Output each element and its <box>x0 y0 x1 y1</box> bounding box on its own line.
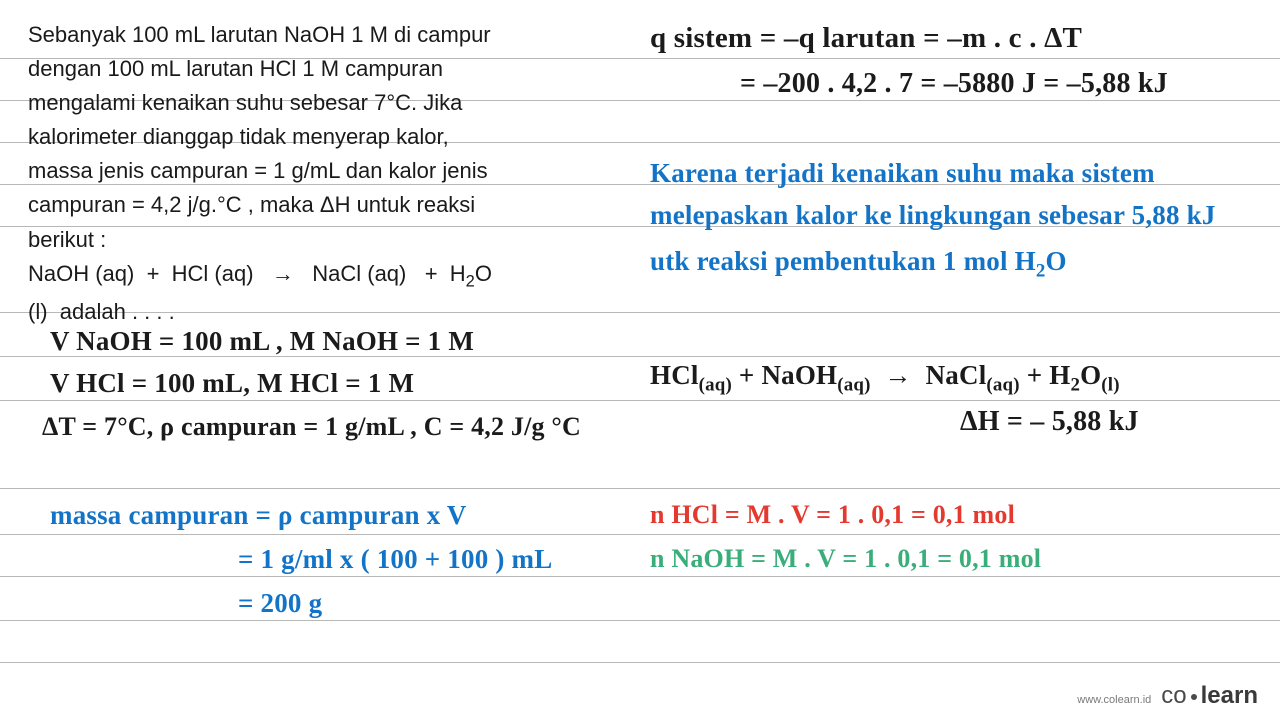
reaction-delta-h: ΔH = – 5,88 kJ <box>960 406 1139 438</box>
problem-line: kalorimeter dianggap tidak menyerap kalo… <box>28 124 449 149</box>
brand-dot-icon <box>1191 694 1197 700</box>
watermark-url: www.colearn.id <box>1077 694 1151 706</box>
problem-line: campuran = 4,2 j/g.°C , maka ΔH untuk re… <box>28 192 475 217</box>
problem-line: mengalami kenaikan suhu sebesar 7°C. Jik… <box>28 90 462 115</box>
explanation-line-1: Karena terjadi kenaikan suhu maka sistem <box>650 158 1260 189</box>
explanation-line-2: melepaskan kalor ke lingkungan sebesar 5… <box>650 200 1270 231</box>
mass-calc-line-2: = 1 g/ml x ( 100 + 100 ) mL <box>238 544 552 575</box>
watermark: www.colearn.id colearn <box>1077 682 1258 710</box>
brand-part-a: co <box>1161 682 1186 709</box>
mol-naoh: n NaOH = M . V = 1 . 0,1 = 0,1 mol <box>650 544 1041 574</box>
given-line-1: V NaOH = 100 mL , M NaOH = 1 M <box>50 326 474 357</box>
given-line-3: ΔT = 7°C, ρ campuran = 1 g/mL , C = 4,2 … <box>42 412 581 442</box>
problem-line: berikut : <box>28 227 106 252</box>
problem-equation: NaOH (aq) + HCl (aq) → NaCl (aq) + H2O(l… <box>28 261 492 324</box>
problem-statement: Sebanyak 100 mL larutan NaOH 1 M di camp… <box>28 18 588 329</box>
problem-line: dengan 100 mL larutan HCl 1 M campuran <box>28 56 443 81</box>
problem-line: Sebanyak 100 mL larutan NaOH 1 M di camp… <box>28 22 491 47</box>
explanation-line-3: utk reaksi pembentukan 1 mol H2O <box>650 246 1067 282</box>
reaction-equation: HCl(aq) + NaOH(aq) → NaCl(aq) + H2O(l) <box>650 360 1120 396</box>
q-sistem-line-2: = –200 . 4,2 . 7 = –5880 J = –5,88 kJ <box>740 68 1168 100</box>
given-line-2: V HCl = 100 mL, M HCl = 1 M <box>50 368 414 399</box>
mass-calc-line-3: = 200 g <box>238 588 322 619</box>
brand-logo: colearn <box>1161 682 1258 710</box>
mol-hcl: n HCl = M . V = 1 . 0,1 = 0,1 mol <box>650 500 1015 530</box>
problem-line: massa jenis campuran = 1 g/mL dan kalor … <box>28 158 488 183</box>
mass-calc-line-1: massa campuran = ρ campuran x V <box>50 500 467 531</box>
q-sistem-line-1: q sistem = –q larutan = –m . c . ΔT <box>650 22 1082 55</box>
brand-part-b: learn <box>1201 682 1258 709</box>
